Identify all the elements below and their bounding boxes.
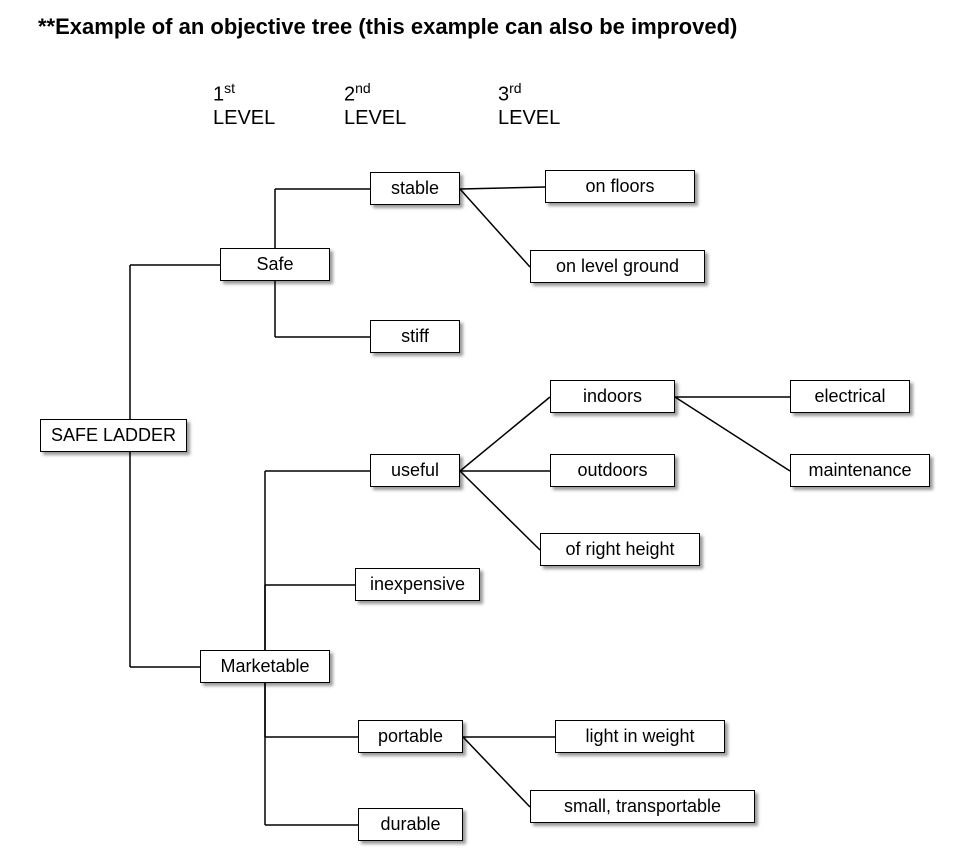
node-safe: Safe bbox=[220, 248, 330, 281]
node-root: SAFE LADDER bbox=[40, 419, 187, 452]
level-2-label: 2nd LEVEL bbox=[344, 80, 406, 130]
node-marketable: Marketable bbox=[200, 650, 330, 683]
node-stable: stable bbox=[370, 172, 460, 205]
level-3-label: 3rd LEVEL bbox=[498, 80, 560, 130]
node-stiff: stiff bbox=[370, 320, 460, 353]
node-small: small, transportable bbox=[530, 790, 755, 823]
node-on-floors: on floors bbox=[545, 170, 695, 203]
node-light: light in weight bbox=[555, 720, 725, 753]
level-1-word: LEVEL bbox=[213, 107, 275, 129]
node-inexpensive: inexpensive bbox=[355, 568, 480, 601]
level-2-word: LEVEL bbox=[344, 107, 406, 129]
level-2-num: 2 bbox=[344, 84, 355, 106]
level-3-sup: rd bbox=[509, 80, 521, 96]
node-maintenance: maintenance bbox=[790, 454, 930, 487]
node-portable: portable bbox=[358, 720, 463, 753]
node-useful: useful bbox=[370, 454, 460, 487]
diagram-title: **Example of an objective tree (this exa… bbox=[38, 14, 737, 40]
diagram-canvas: **Example of an objective tree (this exa… bbox=[0, 0, 979, 861]
node-on-ground: on level ground bbox=[530, 250, 705, 283]
node-indoors: indoors bbox=[550, 380, 675, 413]
node-electrical: electrical bbox=[790, 380, 910, 413]
level-1-sup: st bbox=[224, 80, 235, 96]
level-2-sup: nd bbox=[355, 80, 371, 96]
node-durable: durable bbox=[358, 808, 463, 841]
level-1-label: 1st LEVEL bbox=[213, 80, 275, 130]
level-3-num: 3 bbox=[498, 84, 509, 106]
level-1-num: 1 bbox=[213, 84, 224, 106]
node-right-h: of right height bbox=[540, 533, 700, 566]
level-3-word: LEVEL bbox=[498, 107, 560, 129]
node-outdoors: outdoors bbox=[550, 454, 675, 487]
